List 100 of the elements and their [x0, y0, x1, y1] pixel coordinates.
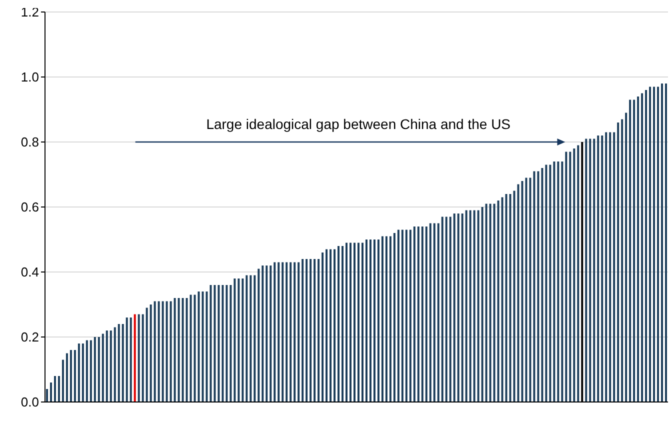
bar: [82, 344, 84, 402]
bar: [278, 262, 280, 402]
bar: [481, 207, 484, 402]
bar: [477, 210, 480, 402]
bar: [393, 233, 396, 402]
bar: [529, 178, 532, 402]
bar: [501, 197, 504, 402]
bar: [242, 278, 244, 402]
bar: [437, 223, 440, 402]
bar: [210, 285, 212, 402]
bar: [174, 298, 176, 402]
bar: [154, 301, 156, 402]
bar: [90, 340, 92, 402]
bar: [190, 294, 192, 402]
bar: [350, 242, 352, 402]
bar: [98, 337, 100, 402]
bar: [433, 223, 436, 402]
y-tick-label: 0.2: [20, 330, 39, 345]
bar: [46, 389, 48, 402]
bar: [130, 318, 132, 402]
bar: [70, 350, 72, 402]
bar: [361, 242, 364, 402]
bar: [473, 210, 476, 402]
bar: [214, 285, 216, 402]
bar: [298, 262, 300, 402]
bar: [58, 376, 60, 402]
bar: [653, 86, 656, 402]
bar: [625, 112, 628, 402]
bar: [561, 162, 564, 402]
bar: [525, 178, 528, 402]
bar: [102, 334, 104, 402]
bar: [577, 145, 580, 402]
bar: [461, 214, 464, 402]
bar: [106, 330, 108, 402]
bar: [182, 298, 184, 402]
bar: [286, 262, 288, 402]
bar: [134, 314, 136, 402]
bar: [637, 96, 640, 402]
bar: [290, 262, 292, 402]
y-tick-label: 1.0: [20, 70, 39, 85]
bar: [573, 148, 576, 402]
bar: [166, 301, 168, 402]
bar: [310, 259, 312, 402]
bar: [234, 278, 236, 402]
bar: [493, 204, 496, 402]
bar: [605, 132, 608, 402]
bar: [238, 278, 240, 402]
bar: [449, 216, 452, 402]
y-tick-label: 0.4: [20, 264, 39, 280]
bar: [465, 210, 468, 402]
bar: [409, 230, 412, 402]
bar: [326, 249, 328, 402]
bar: [385, 236, 388, 402]
bar: [557, 162, 560, 402]
bar: [661, 84, 664, 402]
bar: [346, 242, 348, 402]
bar: [445, 216, 448, 402]
bar: [381, 236, 384, 402]
bar: [270, 266, 272, 402]
bar: [246, 275, 248, 402]
bar: [657, 86, 660, 402]
bar: [78, 344, 80, 402]
bar: [138, 314, 140, 402]
bar: [621, 119, 624, 402]
bar: [601, 136, 604, 402]
bar: [294, 262, 296, 402]
bar: [342, 246, 344, 402]
bar: [405, 230, 408, 402]
bar: [649, 86, 652, 402]
bar: [629, 100, 632, 402]
bar: [126, 318, 128, 402]
bar: [122, 324, 124, 402]
bar: [609, 132, 612, 402]
bar: [62, 360, 64, 402]
bar: [162, 301, 164, 402]
bar: [322, 252, 324, 402]
bar: [441, 216, 444, 402]
bar: [585, 138, 588, 402]
bar: [330, 249, 332, 402]
bar: [589, 138, 592, 402]
bar: [230, 285, 232, 402]
bar: [198, 292, 200, 402]
bar: [254, 275, 256, 402]
bar: [74, 350, 76, 402]
bar: [665, 84, 668, 402]
bar: [457, 214, 460, 402]
bar: [354, 242, 356, 402]
bar: [338, 246, 340, 402]
bar: [485, 204, 488, 402]
bar: [365, 240, 368, 402]
bar: [226, 285, 228, 402]
bar: [565, 152, 568, 402]
bar: [186, 298, 188, 402]
bar: [521, 181, 524, 402]
bar: [613, 132, 616, 402]
bar: [497, 200, 500, 402]
bar: [641, 93, 644, 402]
bar: [593, 138, 596, 402]
bar: [66, 353, 68, 402]
y-tick-label: 0.6: [20, 200, 39, 215]
